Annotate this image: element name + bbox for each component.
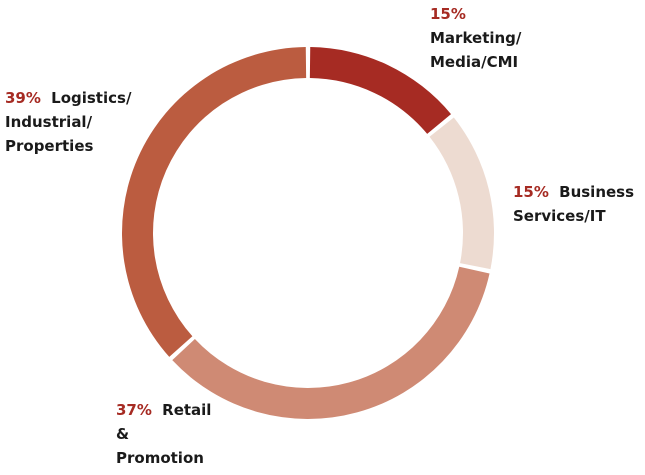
value-label: 39% bbox=[5, 89, 41, 107]
label: 15% Business Services/IT bbox=[513, 180, 643, 228]
value-label: 15% bbox=[430, 5, 466, 23]
category-label: Logistics/ Industrial/ Properties bbox=[5, 89, 132, 155]
label: 37% Retail & Promotion bbox=[116, 398, 212, 470]
value-label: 37% bbox=[116, 401, 152, 419]
category-label: Marketing/ Media/CMI bbox=[430, 29, 522, 71]
value-label: 15% bbox=[513, 183, 549, 201]
donut-segment bbox=[122, 47, 307, 357]
label: 15% Marketing/ Media/CMI bbox=[430, 2, 542, 74]
donut-segment bbox=[429, 117, 495, 270]
donut-segment bbox=[309, 47, 452, 134]
label: 39% Logistics/ Industrial/ Properties bbox=[5, 86, 155, 158]
category-label: Retail & Promotion bbox=[116, 401, 212, 467]
donut-segment bbox=[172, 266, 490, 420]
category-label: Business Services/IT bbox=[513, 183, 635, 225]
